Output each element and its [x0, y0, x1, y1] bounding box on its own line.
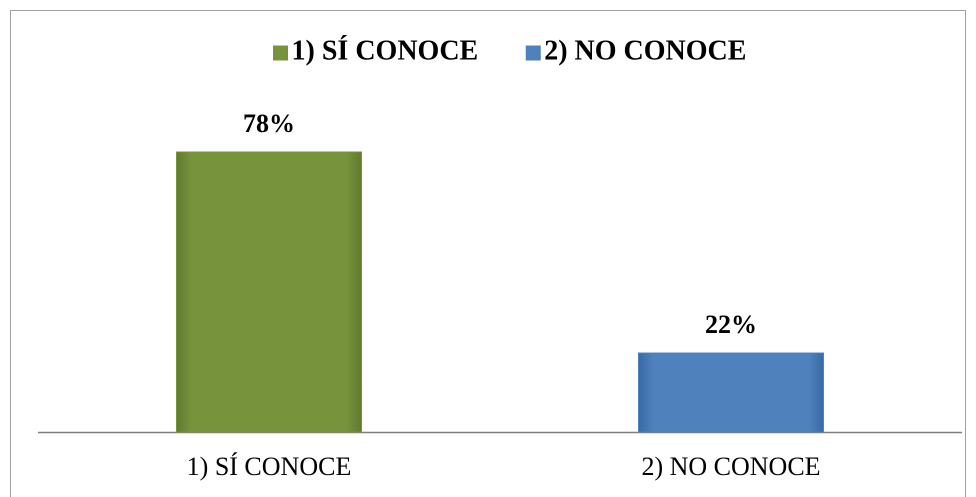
- x-tick-label: 2) NO CONOCE: [641, 452, 820, 481]
- chart-frame: [10, 10, 966, 497]
- legend-label: 1) SÍ CONOCE: [292, 35, 479, 66]
- bar: [176, 151, 362, 433]
- legend-label: 2) NO CONOCE: [544, 35, 746, 66]
- x-tick-label: 1) SÍ CONOCE: [187, 452, 352, 481]
- value-label: 22%: [705, 310, 757, 339]
- legend-swatch: [525, 45, 541, 61]
- bar: [638, 352, 824, 433]
- value-label: 78%: [243, 109, 295, 138]
- legend-swatch: [273, 45, 289, 61]
